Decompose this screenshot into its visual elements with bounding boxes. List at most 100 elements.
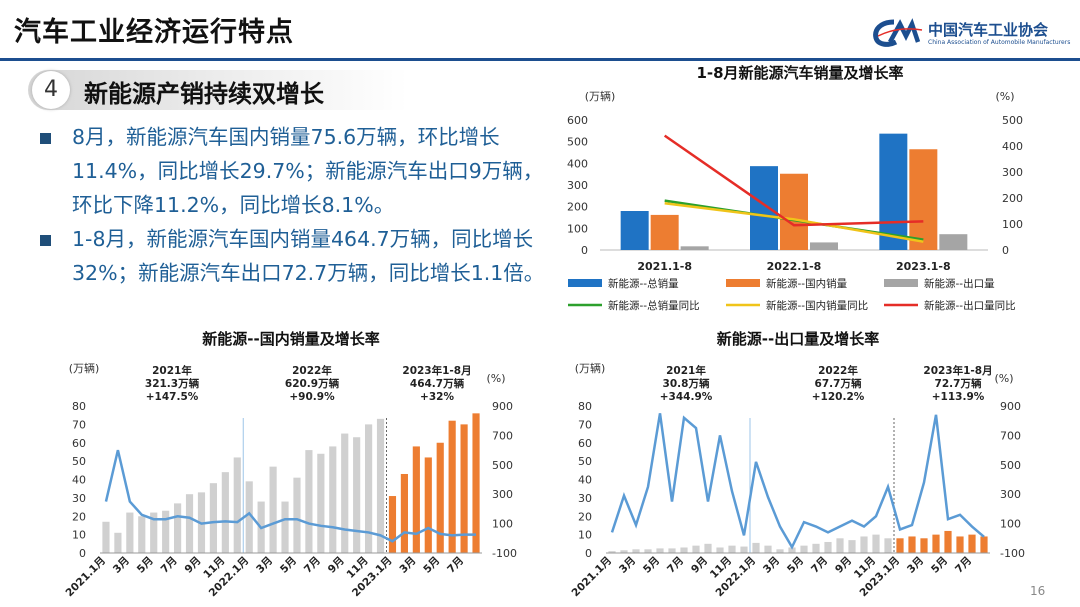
caam-logo-icon [873, 18, 923, 47]
y2-tick-label: 300 [492, 488, 513, 501]
y2-tick-label: 900 [1000, 400, 1021, 413]
y2-axis-label: (%) [995, 90, 1014, 103]
page-title: 汽车工业经济运行特点 [14, 17, 294, 48]
y-tick-label: 50 [72, 455, 86, 468]
bar-1 [909, 149, 938, 250]
annotation-text: 2022年 [818, 364, 858, 377]
bar [245, 481, 253, 553]
x-tick-label: 7月 [953, 555, 974, 576]
summary-chart: 1-8月新能源汽车销量及增长率 (万辆) (%) 0 100 200 300 400 500 60… [560, 62, 1060, 322]
annotation-text: 321.3万辆 [145, 377, 200, 390]
bar [608, 551, 616, 553]
bar-2 [680, 246, 709, 250]
y-tick-label: 0 [585, 547, 592, 560]
bullet-square-icon [40, 235, 51, 246]
y-tick-label: 30 [72, 492, 86, 505]
y2-tick-label: 500 [492, 459, 513, 472]
legend-label: 新能源--国内销量同比 [766, 299, 868, 312]
legend-label: 新能源--国内销量 [766, 277, 848, 290]
bar [281, 501, 289, 553]
bar [138, 516, 146, 553]
bar [716, 547, 724, 553]
bar [293, 477, 301, 553]
y2-tick-label: 700 [1000, 429, 1021, 442]
x-tick-label: 3月 [397, 555, 418, 576]
y-tick-label: 400 [567, 157, 588, 170]
x-tick-label: 2021.1月 [570, 555, 615, 600]
bar [980, 536, 988, 553]
y2-tick-label: 0 [1002, 244, 1009, 257]
bar [656, 548, 664, 553]
bar [776, 549, 784, 553]
bar [114, 532, 122, 553]
bar [920, 538, 928, 553]
x-tick-label: 5月 [421, 555, 442, 576]
bullet-item: 8月，新能源汽车国内销量75.6万辆，环比增长11.4%，同比增长29.7%；新… [40, 120, 550, 222]
legend-label: 新能源--出口量 [924, 277, 995, 290]
bar [174, 503, 182, 553]
bullet-text: 8月，新能源汽车国内销量75.6万辆，环比增长11.4%，同比增长29.7%；新… [72, 125, 544, 217]
annotation-text: 620.9万辆 [285, 377, 340, 390]
bar [860, 536, 868, 553]
y2-tick-label: 100 [492, 518, 513, 531]
bar [221, 472, 229, 553]
bar [126, 512, 134, 553]
bullet-item: 1-8月，新能源汽车国内销量464.7万辆，同比增长32%；新能源汽车出口72.… [40, 222, 550, 290]
section-title: 新能源产销持续双增长 [84, 80, 324, 108]
header: 汽车工业经济运行特点 中国汽车工业协会 China Association of… [0, 0, 1080, 62]
x-tick-label: 7月 [159, 555, 180, 576]
bar [620, 550, 628, 553]
y-tick-label: 10 [578, 529, 592, 542]
export-chart: 新能源--出口量及增长率 (万辆) (%) 0 10 20 30 40 50 60 70 80 -100… [568, 328, 1038, 606]
bar [896, 538, 904, 553]
growth-line [610, 413, 985, 550]
x-tick-label: 7月 [445, 555, 466, 576]
y-tick-label: 50 [578, 455, 592, 468]
x-tick-label: 5月 [135, 555, 156, 576]
bar-2 [810, 242, 838, 250]
logo-subtitle: China Association of Automobile Manufact… [928, 39, 1071, 46]
bar [388, 496, 397, 553]
growth-line-2 [663, 134, 924, 227]
annotation-text: 67.7万辆 [815, 377, 862, 390]
x-tick-label: 3月 [111, 555, 132, 576]
bar [704, 543, 712, 553]
bar [908, 536, 916, 553]
bullet-square-icon [40, 133, 51, 144]
annotation-text: +147.5% [146, 391, 199, 403]
chart-title: 1-8月新能源汽车销量及增长率 [696, 64, 903, 82]
bar [185, 494, 194, 553]
y-tick-label: 0 [79, 547, 86, 560]
bar-1 [780, 173, 808, 250]
bar [764, 545, 772, 553]
y-tick-label: 60 [578, 437, 592, 450]
legend-label: 新能源--出口量同比 [924, 299, 1016, 312]
x-tick-label: 2021.1月 [64, 555, 109, 600]
y-tick-label: 70 [578, 418, 592, 431]
y-tick-label: 40 [578, 474, 592, 487]
y-tick-label: 300 [567, 179, 588, 192]
bar [305, 450, 313, 553]
bar [788, 547, 796, 553]
growth-line-1 [664, 201, 924, 243]
y-axis-label: (万辆) [575, 361, 606, 375]
bar [162, 510, 170, 553]
annotation-text: 2022年 [292, 364, 332, 377]
y-tick-label: 20 [72, 510, 86, 523]
bar [353, 437, 361, 553]
bar [472, 413, 480, 553]
y2-tick-label: 200 [1002, 192, 1023, 205]
y2-tick-label: -100 [492, 547, 517, 560]
growth-line [104, 449, 477, 543]
y2-axis-label: (%) [486, 372, 505, 385]
bar [460, 424, 468, 553]
page-number: 16 [1030, 584, 1046, 598]
legend-swatch [568, 279, 602, 287]
legend-label: 新能源--总销量同比 [608, 299, 700, 312]
bar [680, 547, 688, 553]
x-tick-label: 3月 [905, 555, 926, 576]
bar [836, 538, 844, 553]
bar [448, 420, 456, 553]
y-tick-label: 40 [72, 474, 86, 487]
bar [800, 545, 808, 553]
